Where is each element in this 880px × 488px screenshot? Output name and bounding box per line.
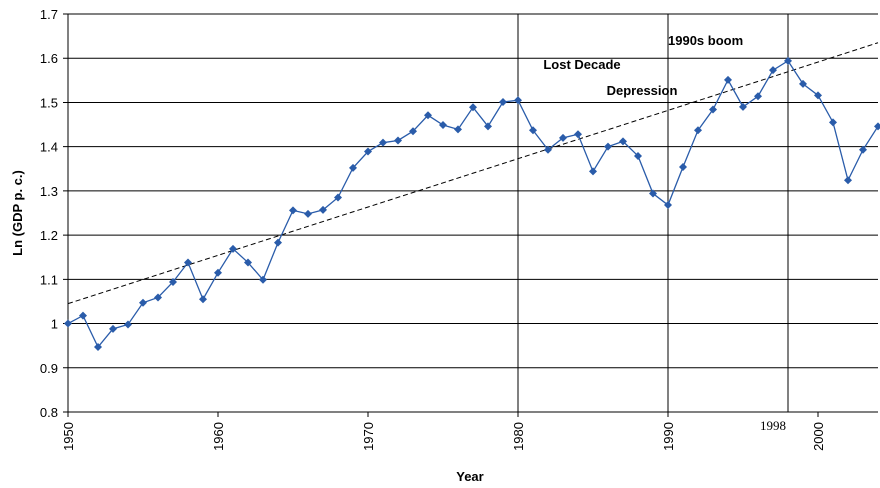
annotation: Lost Decade [543, 57, 620, 72]
data-point [529, 126, 537, 135]
x-tick-label: 2000 [811, 422, 826, 451]
data-point [589, 167, 597, 176]
data-point [229, 244, 237, 253]
data-point [124, 320, 132, 329]
x-tick-label: 1950 [61, 422, 76, 451]
data-point [604, 142, 612, 151]
data-point [634, 151, 642, 160]
data-point [244, 258, 252, 267]
data-point [139, 298, 147, 307]
y-tick-label: 0.9 [40, 361, 58, 376]
data-point [619, 137, 627, 146]
y-tick-label: 1 [51, 317, 58, 332]
data-point [874, 122, 880, 131]
data-point [154, 293, 162, 302]
data-point [559, 133, 567, 142]
data-point [424, 111, 432, 120]
data-point [334, 193, 342, 202]
data-point [379, 138, 387, 147]
data-point [484, 122, 492, 131]
data-point [709, 105, 717, 114]
data-point [409, 127, 417, 136]
data-point [304, 209, 312, 218]
data-point [499, 98, 507, 107]
data-point [184, 258, 192, 267]
annotation: Depression [607, 83, 678, 98]
y-axis-title: Ln (GDP p. c.) [10, 170, 25, 256]
x-tick-label: 1960 [211, 422, 226, 451]
data-point [739, 102, 747, 111]
y-tick-label: 1.4 [40, 140, 58, 155]
data-point [64, 319, 72, 328]
data-point [694, 126, 702, 135]
data-point [169, 277, 177, 286]
data-point [364, 147, 372, 156]
y-tick-label: 1.2 [40, 228, 58, 243]
y-tick-label: 0.8 [40, 405, 58, 420]
x-tick-label: 1970 [361, 422, 376, 451]
data-point [109, 324, 117, 333]
data-point [199, 295, 207, 304]
y-tick-label: 1.3 [40, 184, 58, 199]
data-point [94, 342, 102, 351]
data-point [259, 275, 267, 284]
data-point [784, 56, 792, 65]
data-point [214, 268, 222, 277]
reference-label: 1998 [760, 418, 786, 433]
x-tick-label: 1990 [661, 422, 676, 451]
data-point [394, 136, 402, 145]
data-point [754, 92, 762, 101]
data-point [439, 120, 447, 129]
data-point [859, 145, 867, 154]
data-point [289, 206, 297, 215]
data-point [274, 238, 282, 247]
data-point [649, 189, 657, 198]
data-point [349, 163, 357, 172]
data-point [469, 103, 477, 112]
y-tick-label: 1.6 [40, 51, 58, 66]
data-point [79, 311, 87, 320]
data-point [319, 205, 327, 214]
x-axis-title: Year [456, 469, 483, 484]
data-point [814, 91, 822, 100]
data-point [769, 66, 777, 75]
y-tick-label: 1.5 [40, 95, 58, 110]
data-point [454, 125, 462, 134]
trend-line [67, 42, 879, 305]
data-point [844, 176, 852, 185]
annotation: 1990s boom [668, 33, 743, 48]
data-point [799, 79, 807, 88]
data-point [514, 96, 522, 105]
x-tick-label: 1980 [511, 422, 526, 451]
data-point [679, 163, 687, 172]
y-tick-label: 1.1 [40, 272, 58, 287]
data-point [724, 75, 732, 84]
data-point [544, 145, 552, 154]
data-point [664, 201, 672, 210]
data-point [829, 118, 837, 127]
y-tick-label: 1.7 [40, 7, 58, 22]
data-point [574, 130, 582, 139]
